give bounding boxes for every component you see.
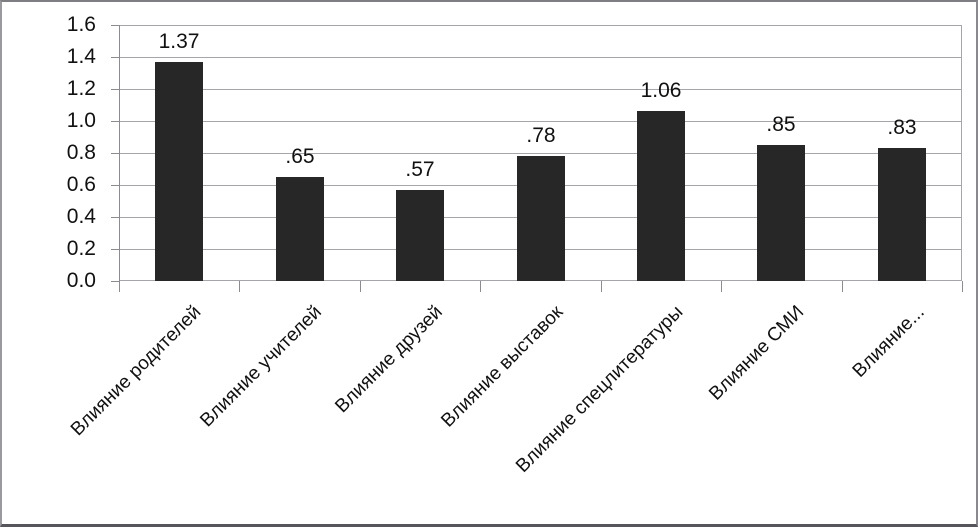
y-axis-tick — [111, 121, 119, 122]
y-axis-tick — [111, 217, 119, 218]
bar — [396, 190, 444, 281]
bar — [757, 145, 805, 281]
bar-value-label: 1.06 — [640, 79, 682, 102]
x-axis-tick — [480, 281, 481, 292]
x-axis-tick — [721, 281, 722, 292]
plot-area: 1.37 .65 .57 .78 1.06 .85 .83 — [119, 25, 962, 281]
y-axis-tick-label: 0.6 — [66, 173, 96, 196]
y-axis-tick-label: 1.2 — [66, 77, 96, 100]
y-axis-tick-label: 1.6 — [66, 13, 96, 36]
bar-value-label: 1.37 — [158, 30, 200, 53]
x-axis-category-label: Влияние учителей — [196, 301, 327, 432]
x-axis-category-label: Влияние родителей — [67, 301, 206, 441]
x-axis-tick — [119, 281, 120, 292]
y-axis-tick — [111, 153, 119, 154]
bar — [517, 156, 565, 281]
y-axis-tick-label: 0.2 — [66, 237, 96, 260]
y-axis-tick-label: 0.0 — [66, 269, 96, 292]
x-axis-tick — [962, 281, 963, 292]
x-axis-tick — [842, 281, 843, 292]
gridline — [119, 153, 962, 154]
y-axis-tick-label: 0.8 — [66, 141, 96, 164]
bar — [155, 62, 203, 281]
bar-value-label: .65 — [285, 145, 315, 168]
y-axis-tick-label: 1.4 — [66, 45, 96, 68]
x-axis-category-label: Влияние... — [848, 301, 929, 382]
y-axis-tick — [111, 281, 119, 282]
bar-value-label: .85 — [766, 113, 796, 136]
bar — [878, 148, 926, 281]
x-axis-category-label: Влияние друзей — [331, 301, 447, 418]
gridline — [119, 57, 962, 58]
bar-value-label: .57 — [405, 158, 435, 181]
gridline — [119, 121, 962, 122]
x-axis-tick — [601, 281, 602, 292]
bar — [637, 111, 685, 281]
bar-value-label: .78 — [526, 124, 556, 147]
x-axis-category-label: Влияние выставок — [437, 301, 568, 432]
y-axis-tick-label: 1.0 — [66, 109, 96, 132]
y-axis-tick — [111, 249, 119, 250]
bar-value-label: .83 — [887, 116, 917, 139]
bar — [276, 177, 324, 281]
y-axis-tick-label: 0.4 — [66, 205, 96, 228]
y-axis-tick — [111, 25, 119, 26]
plot-right-border — [961, 25, 962, 281]
y-axis-tick — [111, 185, 119, 186]
y-axis-line — [119, 25, 120, 291]
x-axis-category-label: Влияние СМИ — [704, 301, 808, 405]
y-axis-tick — [111, 57, 119, 58]
x-axis-tick — [239, 281, 240, 292]
gridline — [119, 25, 962, 26]
x-axis-tick — [360, 281, 361, 292]
y-axis-tick — [111, 89, 119, 90]
gridline — [119, 89, 962, 90]
